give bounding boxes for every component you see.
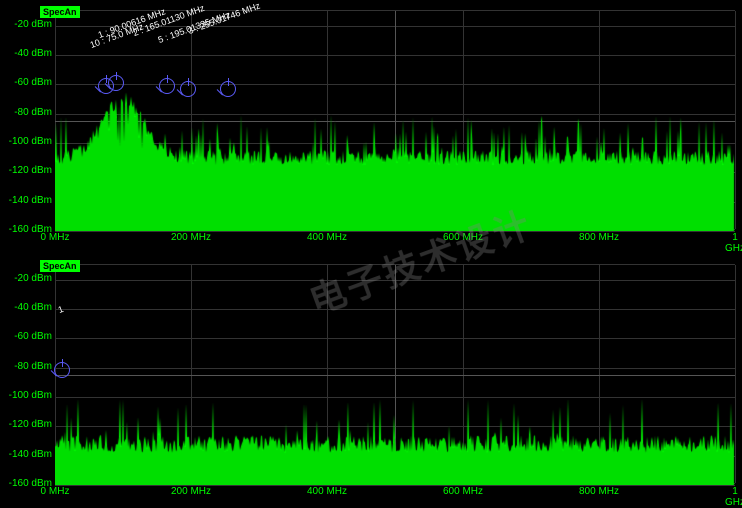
x-axis-label: 400 MHz — [307, 486, 347, 497]
x-axis-label: 800 MHz — [579, 232, 619, 243]
x-axis-label: 800 MHz — [579, 486, 619, 497]
gridline-v — [735, 11, 736, 229]
x-axis-label: 1 GHz — [725, 232, 742, 254]
specan-badge: SpecAn — [40, 260, 80, 272]
y-axis-label: -100 dBm — [2, 390, 52, 401]
x-axis-label: 0 MHz — [41, 232, 70, 243]
marker-ring[interactable] — [180, 81, 196, 97]
gridline-h — [55, 485, 735, 486]
x-axis-label: 200 MHz — [171, 232, 211, 243]
y-axis-label: -20 dBm — [2, 273, 52, 284]
y-axis-label: -120 dBm — [2, 419, 52, 430]
y-axis-label: -120 dBm — [2, 165, 52, 176]
plot-area[interactable] — [55, 10, 735, 230]
marker-ring[interactable] — [220, 81, 236, 97]
x-axis-label: 400 MHz — [307, 232, 347, 243]
x-axis-label: 0 MHz — [41, 486, 70, 497]
y-axis-label: -40 dBm — [2, 302, 52, 313]
gridline-v — [735, 265, 736, 483]
gridline-h — [55, 231, 735, 232]
marker-ring[interactable] — [98, 78, 114, 94]
x-axis-label: 200 MHz — [171, 486, 211, 497]
y-axis-label: -20 dBm — [2, 19, 52, 30]
x-axis-label: 600 MHz — [443, 486, 483, 497]
x-axis-label: 1 GHz — [725, 486, 742, 508]
spectrum-trace — [55, 11, 735, 231]
x-axis-label: 600 MHz — [443, 232, 483, 243]
y-axis-label: -80 dBm — [2, 361, 52, 372]
y-axis-label: -80 dBm — [2, 107, 52, 118]
plot-area[interactable] — [55, 264, 735, 484]
marker-ring[interactable] — [54, 362, 70, 378]
y-axis-label: -140 dBm — [2, 449, 52, 460]
y-axis-label: -140 dBm — [2, 195, 52, 206]
y-axis-label: -60 dBm — [2, 77, 52, 88]
y-axis-label: -100 dBm — [2, 136, 52, 147]
y-axis-label: -60 dBm — [2, 331, 52, 342]
marker-ring[interactable] — [159, 78, 175, 94]
y-axis-label: -40 dBm — [2, 48, 52, 59]
spectrum-trace — [55, 265, 735, 485]
specan-badge: SpecAn — [40, 6, 80, 18]
